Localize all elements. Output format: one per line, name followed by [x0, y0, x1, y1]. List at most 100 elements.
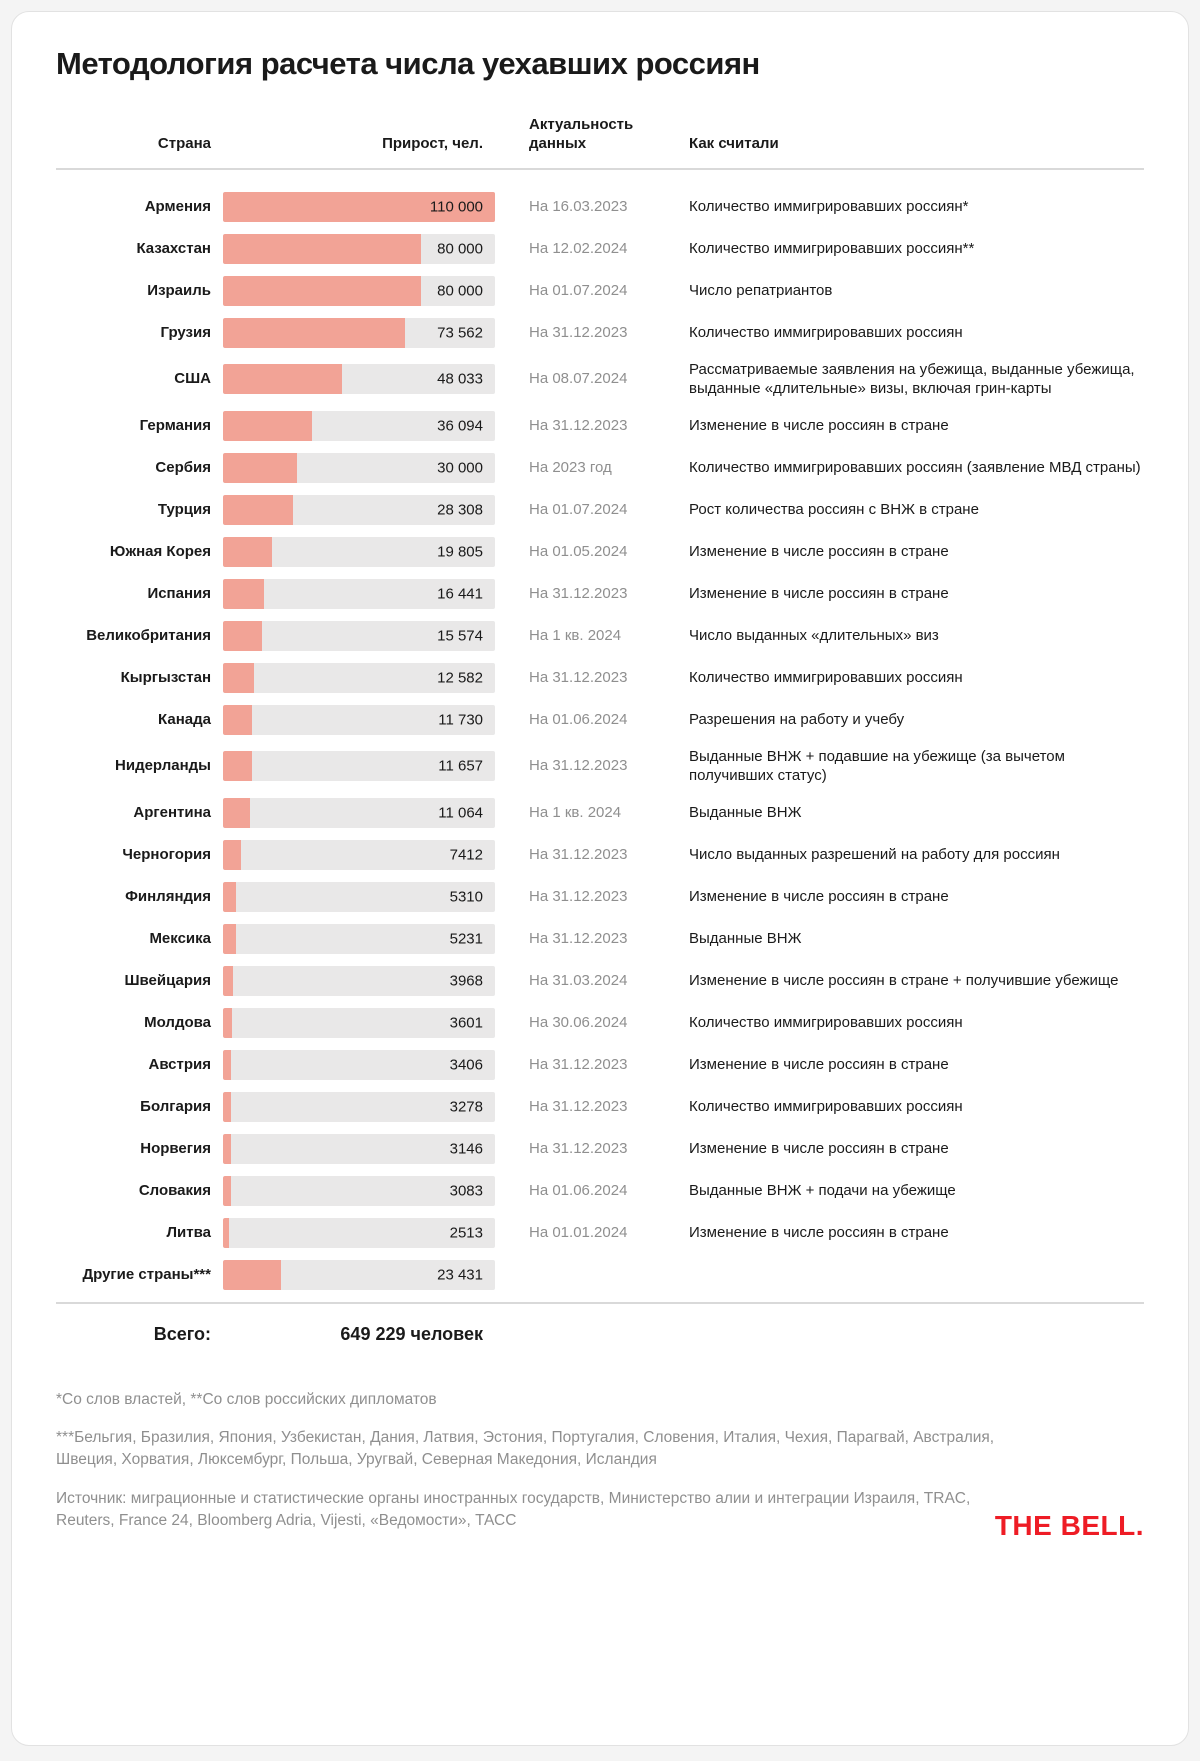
footnotes: *Со слов властей, **Со слов российских д…: [56, 1389, 1144, 1549]
bar-track: 23 431: [223, 1259, 495, 1290]
date-label: На 31.12.2023: [529, 1055, 628, 1073]
value-label: 3601: [449, 1014, 483, 1031]
method-label: Рассматриваемые заявления на убежища, вы…: [689, 360, 1135, 398]
method-label: Число выданных разрешений на работу для …: [689, 845, 1060, 863]
bar-track: 28 308: [223, 494, 495, 525]
value-label: 110 000: [429, 198, 483, 215]
bar-fill: [223, 410, 313, 441]
method-label: Изменение в числе россиян в стране: [689, 1223, 949, 1241]
date-label: На 31.12.2023: [529, 1139, 628, 1157]
country-label: Швейцария: [124, 971, 211, 989]
country-label: Германия: [139, 416, 211, 434]
bar-fill: [223, 751, 252, 781]
column-header-value: Прирост, чел.: [382, 134, 483, 152]
table-row: Канада 11 730 На 01.06.2024 Разрешения н…: [56, 704, 1144, 735]
date-label: На 31.12.2023: [529, 584, 628, 602]
bar-track: 3146: [223, 1133, 495, 1164]
table-row: Австрия 3406 На 31.12.2023 Изменение в ч…: [56, 1049, 1144, 1080]
date-label: На 08.07.2024: [529, 370, 628, 388]
value-label: 7412: [449, 846, 483, 863]
table-row: Турция 28 308 На 01.07.2024 Рост количес…: [56, 494, 1144, 525]
bar-fill: [223, 881, 237, 912]
bar-fill: [223, 620, 262, 651]
country-label: Южная Корея: [109, 542, 211, 560]
bar-fill: [223, 364, 342, 394]
column-header-date: Актуальность данных: [529, 116, 634, 152]
table-row: Молдова 3601 На 30.06.2024 Количество им…: [56, 1007, 1144, 1038]
bar-fill: [223, 233, 421, 264]
value-label: 3083: [449, 1182, 483, 1199]
bar-track: 3278: [223, 1091, 495, 1122]
table-row: Грузия 73 562 На 31.12.2023 Количество и…: [56, 317, 1144, 348]
date-label: На 1 кв. 2024: [529, 626, 622, 644]
table-row: Южная Корея 19 805 На 01.05.2024 Изменен…: [56, 536, 1144, 567]
total-row: Всего: 649 229 человек: [56, 1324, 1144, 1345]
country-label: Литва: [166, 1223, 211, 1241]
value-label: 5310: [449, 888, 483, 905]
method-label: Изменение в числе россиян в стране: [689, 542, 949, 560]
date-label: На 30.06.2024: [529, 1013, 628, 1031]
value-label: 28 308: [437, 501, 483, 518]
value-label: 23 431: [437, 1266, 483, 1283]
total-value: 649 229 человек: [340, 1323, 483, 1344]
date-label: На 01.06.2024: [529, 710, 628, 728]
bar-fill: [223, 452, 298, 483]
table-row: Мексика 5231 На 31.12.2023 Выданные ВНЖ: [56, 923, 1144, 954]
bar-track: 12 582: [223, 662, 495, 693]
bar-track: 3601: [223, 1007, 495, 1038]
method-label: Число репатриантов: [689, 281, 833, 299]
bar-track: 36 094: [223, 410, 495, 441]
country-label: Словакия: [138, 1181, 211, 1199]
bar-track: 80 000: [223, 275, 495, 306]
country-label: Армения: [144, 197, 211, 215]
bar-fill: [223, 536, 272, 567]
date-label: На 31.12.2023: [529, 929, 628, 947]
country-label: Нидерланды: [115, 757, 211, 775]
value-label: 36 094: [437, 417, 483, 434]
bar-fill: [223, 191, 495, 222]
value-label: 11 064: [438, 804, 483, 821]
country-label: Великобритания: [86, 626, 211, 644]
country-label: Израиль: [147, 281, 211, 299]
method-label: Количество иммигрировавших россиян: [689, 668, 963, 686]
bar-track: 5310: [223, 881, 495, 912]
table-row: Сербия 30 000 На 2023 год Количество имм…: [56, 452, 1144, 483]
table-row: Черногория 7412 На 31.12.2023 Число выда…: [56, 839, 1144, 870]
value-label: 3146: [449, 1140, 483, 1157]
country-label: Аргентина: [133, 803, 211, 821]
table-row: Германия 36 094 На 31.12.2023 Изменение …: [56, 410, 1144, 441]
method-label: Выданные ВНЖ: [689, 929, 802, 947]
table-row: Армения 110 000 На 16.03.2023 Количество…: [56, 191, 1144, 222]
date-label: На 01.01.2024: [529, 1223, 628, 1241]
bar-track: 3968: [223, 965, 495, 996]
table-row: Швейцария 3968 На 31.03.2024 Изменение в…: [56, 965, 1144, 996]
total-divider: [56, 1301, 1144, 1304]
value-label: 5231: [449, 930, 483, 947]
value-label: 73 562: [437, 324, 483, 341]
bar-track: 16 441: [223, 578, 495, 609]
bar-fill: [223, 1133, 231, 1164]
method-label: Выданные ВНЖ + подачи на убежище: [689, 1181, 956, 1199]
source-text: Источник: миграционные и статистические …: [56, 1489, 971, 1530]
table-row: Норвегия 3146 На 31.12.2023 Изменение в …: [56, 1133, 1144, 1164]
value-label: 30 000: [437, 459, 483, 476]
country-label: Испания: [147, 584, 211, 602]
bar-fill: [223, 839, 242, 870]
table-row: Израиль 80 000 На 01.07.2024 Число репат…: [56, 275, 1144, 306]
date-label: На 31.12.2023: [529, 887, 628, 905]
method-label: Изменение в числе россиян в стране + пол…: [689, 971, 1119, 989]
method-label: Количество иммигрировавших россиян (заяв…: [689, 458, 1141, 476]
bar-fill: [223, 275, 421, 306]
column-header-method: Как считали: [689, 134, 779, 152]
country-label: Сербия: [155, 458, 211, 476]
country-label: Канада: [158, 710, 211, 728]
bar-track: 2513: [223, 1217, 495, 1248]
bar-track: 80 000: [223, 233, 495, 264]
chart-rows: Армения 110 000 На 16.03.2023 Количество…: [56, 191, 1144, 1290]
table-row: Финляндия 5310 На 31.12.2023 Изменение в…: [56, 881, 1144, 912]
value-label: 16 441: [437, 585, 483, 602]
date-label: На 1 кв. 2024: [529, 803, 622, 821]
table-row: Казахстан 80 000 На 12.02.2024 Количеств…: [56, 233, 1144, 264]
table-row: Великобритания 15 574 На 1 кв. 2024 Числ…: [56, 620, 1144, 651]
date-label: На 12.02.2024: [529, 239, 628, 257]
